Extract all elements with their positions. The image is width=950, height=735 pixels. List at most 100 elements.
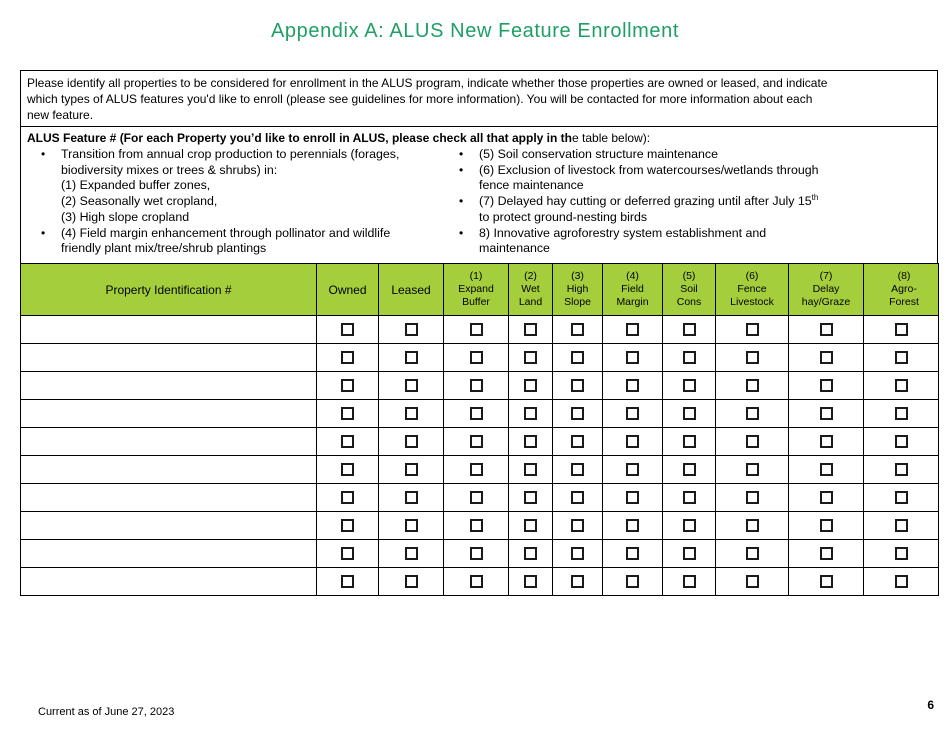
checkbox[interactable] xyxy=(404,322,418,336)
checkbox[interactable] xyxy=(469,322,483,336)
checkbox[interactable] xyxy=(524,546,537,560)
checkbox[interactable] xyxy=(571,350,584,364)
checkbox[interactable] xyxy=(571,574,584,588)
checkbox[interactable] xyxy=(469,434,483,448)
checkbox[interactable] xyxy=(571,378,584,392)
checkbox[interactable] xyxy=(682,350,696,364)
checkbox[interactable] xyxy=(469,518,483,532)
checkbox[interactable] xyxy=(341,378,354,392)
checkbox[interactable] xyxy=(626,406,639,420)
checkbox[interactable] xyxy=(682,434,696,448)
checkbox[interactable] xyxy=(682,574,696,588)
checkbox[interactable] xyxy=(341,462,354,476)
checkbox[interactable] xyxy=(819,462,833,476)
checkbox[interactable] xyxy=(626,546,639,560)
checkbox[interactable] xyxy=(341,322,354,336)
checkbox[interactable] xyxy=(626,434,639,448)
property-id-cell[interactable] xyxy=(20,427,317,456)
checkbox[interactable] xyxy=(404,434,418,448)
checkbox[interactable] xyxy=(404,350,418,364)
checkbox[interactable] xyxy=(894,462,908,476)
checkbox[interactable] xyxy=(745,434,759,448)
checkbox[interactable] xyxy=(745,378,759,392)
property-id-cell[interactable] xyxy=(20,567,317,596)
checkbox[interactable] xyxy=(894,322,908,336)
property-id-cell[interactable] xyxy=(20,371,317,400)
checkbox[interactable] xyxy=(819,546,833,560)
checkbox[interactable] xyxy=(404,546,418,560)
checkbox[interactable] xyxy=(404,378,418,392)
checkbox[interactable] xyxy=(571,546,584,560)
checkbox[interactable] xyxy=(894,490,908,504)
checkbox[interactable] xyxy=(571,518,584,532)
checkbox[interactable] xyxy=(894,546,908,560)
checkbox[interactable] xyxy=(404,462,418,476)
checkbox[interactable] xyxy=(894,434,908,448)
checkbox[interactable] xyxy=(745,322,759,336)
checkbox[interactable] xyxy=(469,546,483,560)
checkbox[interactable] xyxy=(524,350,537,364)
checkbox[interactable] xyxy=(894,378,908,392)
checkbox[interactable] xyxy=(626,518,639,532)
checkbox[interactable] xyxy=(626,462,639,476)
checkbox[interactable] xyxy=(819,378,833,392)
checkbox[interactable] xyxy=(404,574,418,588)
checkbox[interactable] xyxy=(682,322,696,336)
checkbox[interactable] xyxy=(819,350,833,364)
checkbox[interactable] xyxy=(819,574,833,588)
checkbox[interactable] xyxy=(819,518,833,532)
checkbox[interactable] xyxy=(469,462,483,476)
checkbox[interactable] xyxy=(745,462,759,476)
checkbox[interactable] xyxy=(682,518,696,532)
checkbox[interactable] xyxy=(745,406,759,420)
checkbox[interactable] xyxy=(894,518,908,532)
checkbox[interactable] xyxy=(745,574,759,588)
checkbox[interactable] xyxy=(682,406,696,420)
checkbox[interactable] xyxy=(819,406,833,420)
property-id-cell[interactable] xyxy=(20,483,317,512)
checkbox[interactable] xyxy=(524,490,537,504)
property-id-cell[interactable] xyxy=(20,539,317,568)
checkbox[interactable] xyxy=(894,574,908,588)
checkbox[interactable] xyxy=(404,518,418,532)
checkbox[interactable] xyxy=(341,490,354,504)
checkbox[interactable] xyxy=(745,546,759,560)
checkbox[interactable] xyxy=(341,434,354,448)
checkbox[interactable] xyxy=(682,546,696,560)
checkbox[interactable] xyxy=(626,350,639,364)
checkbox[interactable] xyxy=(682,378,696,392)
checkbox[interactable] xyxy=(404,490,418,504)
checkbox[interactable] xyxy=(524,322,537,336)
checkbox[interactable] xyxy=(524,574,537,588)
checkbox[interactable] xyxy=(626,490,639,504)
checkbox[interactable] xyxy=(469,350,483,364)
checkbox[interactable] xyxy=(819,434,833,448)
checkbox[interactable] xyxy=(571,322,584,336)
checkbox[interactable] xyxy=(524,378,537,392)
checkbox[interactable] xyxy=(745,490,759,504)
checkbox[interactable] xyxy=(894,350,908,364)
checkbox[interactable] xyxy=(894,406,908,420)
checkbox[interactable] xyxy=(341,546,354,560)
checkbox[interactable] xyxy=(819,322,833,336)
property-id-cell[interactable] xyxy=(20,511,317,540)
checkbox[interactable] xyxy=(469,378,483,392)
checkbox[interactable] xyxy=(819,490,833,504)
checkbox[interactable] xyxy=(626,322,639,336)
property-id-cell[interactable] xyxy=(20,399,317,428)
property-id-cell[interactable] xyxy=(20,315,317,344)
checkbox[interactable] xyxy=(571,490,584,504)
checkbox[interactable] xyxy=(341,574,354,588)
checkbox[interactable] xyxy=(341,350,354,364)
checkbox[interactable] xyxy=(469,406,483,420)
checkbox[interactable] xyxy=(341,406,354,420)
checkbox[interactable] xyxy=(524,462,537,476)
checkbox[interactable] xyxy=(341,518,354,532)
checkbox[interactable] xyxy=(524,518,537,532)
property-id-cell[interactable] xyxy=(20,343,317,372)
checkbox[interactable] xyxy=(626,378,639,392)
checkbox[interactable] xyxy=(469,490,483,504)
checkbox[interactable] xyxy=(682,490,696,504)
checkbox[interactable] xyxy=(626,574,639,588)
checkbox[interactable] xyxy=(745,518,759,532)
